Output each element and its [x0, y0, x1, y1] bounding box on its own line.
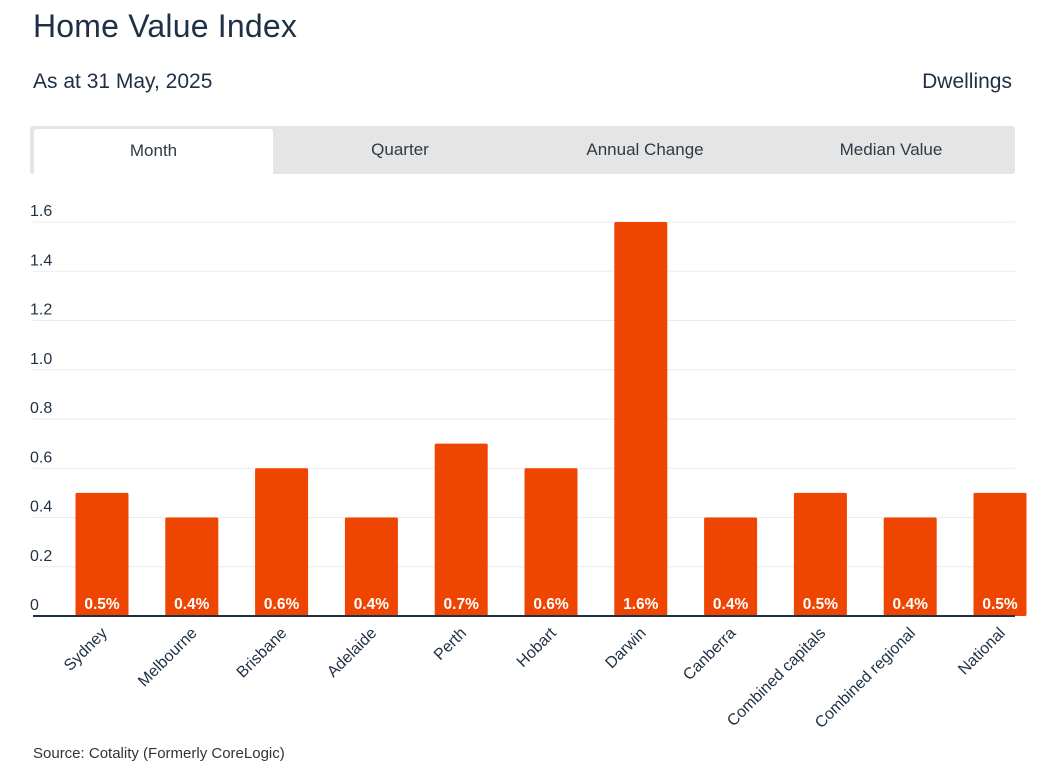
data-label: 0.4% [174, 596, 210, 613]
y-tick-label: 1.2 [30, 302, 52, 319]
y-tick-label: 0.6 [30, 449, 52, 466]
y-tick-label: 0.2 [30, 548, 52, 565]
data-label: 0.5% [84, 596, 120, 613]
bars [75, 222, 1027, 617]
bar-canberra[interactable] [704, 517, 758, 617]
bar-brisbane[interactable] [255, 468, 309, 616]
data-label: 0.6% [264, 596, 300, 613]
bar-sydney[interactable] [75, 492, 129, 616]
data-label: 0.4% [354, 596, 390, 613]
bar-combined-regional[interactable] [883, 517, 937, 617]
x-tick-label: Perth [431, 625, 470, 664]
x-tick-label: Adelaide [324, 625, 380, 681]
bar-national[interactable] [973, 492, 1027, 616]
source-note: Source: Cotality (Formerly CoreLogic) [33, 745, 285, 762]
tab-month[interactable]: Month [34, 129, 273, 174]
y-tick-label: 0 [30, 597, 39, 614]
gridlines [33, 221, 1015, 568]
bar-melbourne[interactable] [165, 517, 219, 617]
tab-annual-change[interactable]: Annual Change [586, 140, 704, 159]
data-label: 0.5% [982, 596, 1018, 613]
dwellings-label: Dwellings [922, 70, 1012, 93]
data-label: 1.6% [623, 596, 659, 613]
x-tick-label: Melbourne [135, 625, 201, 691]
data-labels: 0.5% 0.4% 0.6% 0.4% 0.7% 0.6% 1.6% 0.4% 0.5% 0.4%… [84, 596, 1018, 613]
x-tick-label: Sydney [61, 625, 111, 675]
x-tick-label: Darwin [602, 625, 649, 672]
data-label: 0.6% [533, 596, 569, 613]
x-tick-label: Combined regional [812, 625, 919, 732]
x-axis-ticks: Sydney Melbourne Brisbane Adelaide Perth Hoba… [61, 624, 1009, 731]
y-axis-ticks: 0 0.2 0.4 0.6 0.8 1.0 1.2 1.4 1.6 [30, 203, 52, 614]
bar-perth[interactable] [434, 443, 488, 616]
data-label: 0.4% [713, 596, 749, 613]
data-label: 0.5% [803, 596, 839, 613]
y-tick-label: 1.4 [30, 252, 52, 269]
bar-adelaide[interactable] [344, 517, 398, 617]
period-tabs: Month Quarter Annual Change Median Value [30, 126, 1015, 174]
y-tick-label: 1.0 [30, 351, 52, 368]
data-label: 0.4% [893, 596, 929, 613]
y-tick-label: 0.4 [30, 499, 52, 516]
bar-darwin[interactable] [614, 222, 668, 616]
x-tick-label: National [955, 625, 1009, 679]
y-tick-label: 1.6 [30, 203, 52, 220]
bar-hobart[interactable] [524, 468, 578, 616]
bar-chart: 00.20.40.60.81.01.21.41.6 0.5% 0.4% 0.6% 0.… [30, 203, 1027, 732]
bar-combined-capitals[interactable] [793, 492, 847, 616]
tab-median-value[interactable]: Median Value [839, 140, 943, 159]
page-title: Home Value Index [33, 8, 298, 44]
data-label: 0.7% [444, 596, 480, 613]
x-tick-label: Brisbane [234, 625, 291, 682]
tab-quarter[interactable]: Quarter [371, 140, 429, 159]
x-tick-label: Canberra [680, 625, 739, 684]
x-tick-label: Hobart [514, 624, 560, 670]
y-tick-label: 0.8 [30, 400, 52, 417]
as-at-date: As at 31 May, 2025 [33, 70, 213, 93]
x-tick-label: Combined capitals [724, 625, 829, 730]
